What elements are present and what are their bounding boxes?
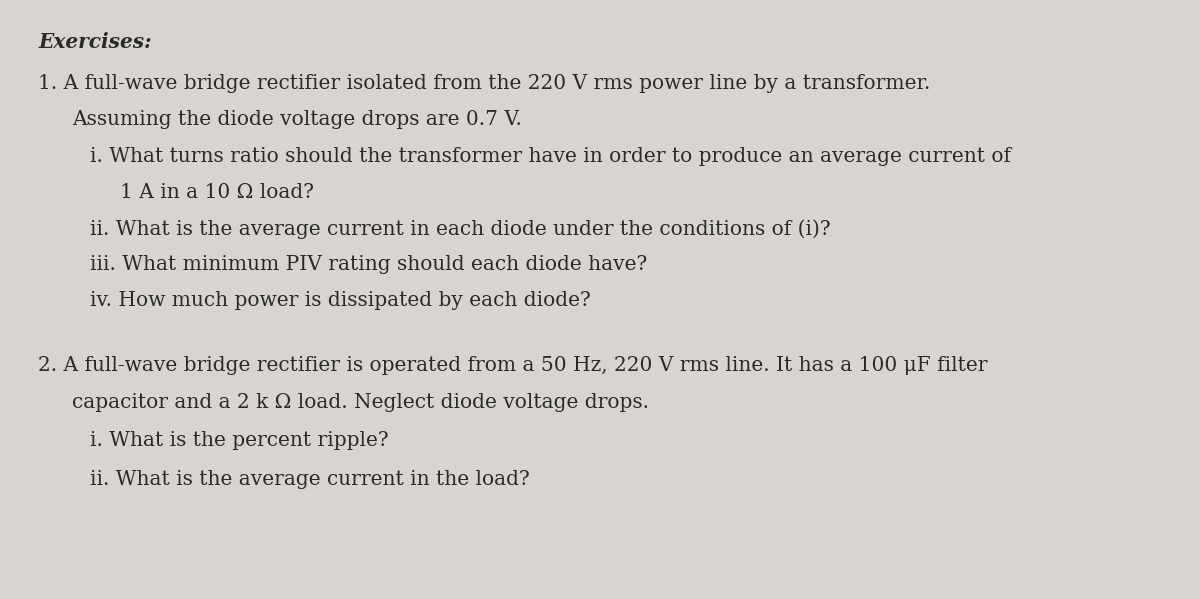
Text: ii. What is the average current in the load?: ii. What is the average current in the l… xyxy=(90,470,529,489)
Text: 1 A in a 10 Ω load?: 1 A in a 10 Ω load? xyxy=(120,183,314,202)
Text: 2. A full-wave bridge rectifier is operated from a 50 Hz, 220 V rms line. It has: 2. A full-wave bridge rectifier is opera… xyxy=(38,356,988,375)
Text: i. What turns ratio should the transformer have in order to produce an average c: i. What turns ratio should the transform… xyxy=(90,147,1010,167)
Text: capacitor and a 2 k Ω load. Neglect diode voltage drops.: capacitor and a 2 k Ω load. Neglect diod… xyxy=(72,393,649,412)
Text: ii. What is the average current in each diode under the conditions of (i)?: ii. What is the average current in each … xyxy=(90,219,830,238)
Text: Exercises:: Exercises: xyxy=(38,32,152,52)
Text: iii. What minimum PIV rating should each diode have?: iii. What minimum PIV rating should each… xyxy=(90,255,647,274)
Text: i. What is the percent ripple?: i. What is the percent ripple? xyxy=(90,431,389,450)
Text: iv. How much power is dissipated by each diode?: iv. How much power is dissipated by each… xyxy=(90,291,590,310)
Text: Assuming the diode voltage drops are 0.7 V.: Assuming the diode voltage drops are 0.7… xyxy=(72,110,522,129)
Text: 1. A full-wave bridge rectifier isolated from the 220 V rms power line by a tran: 1. A full-wave bridge rectifier isolated… xyxy=(38,74,931,93)
